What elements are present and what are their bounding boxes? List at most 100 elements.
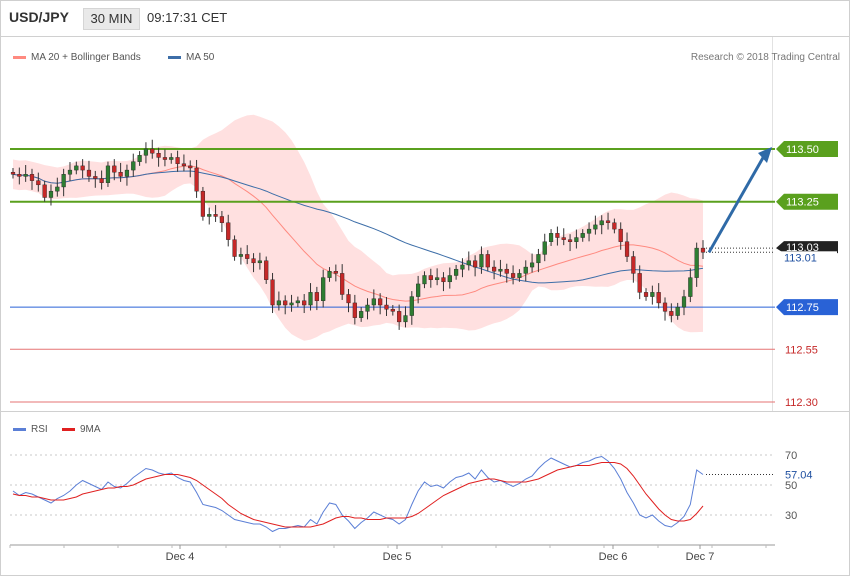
candle-body [55,186,60,192]
candle-body [264,260,269,280]
current-price-label: 113.03 [786,242,819,254]
level-tag-113-25 [776,193,838,210]
candle-body [150,148,155,154]
candle-body [580,233,585,238]
x-tick-label: Dec 6 [599,551,628,563]
candle-body [416,283,421,297]
candle-body [213,214,218,217]
candle-body [498,268,503,272]
candle-body [99,178,104,183]
candle-body [207,214,212,217]
candle-body [340,273,345,295]
candle-body [86,169,92,177]
candle-body [42,184,47,198]
candle-body [143,148,149,156]
candle-body [219,216,224,223]
candle-body [441,277,446,283]
timeframe-button[interactable]: 30 MIN [83,8,140,30]
rsi-ma-line [12,462,704,528]
clock-label: 09:17:31 CET [147,10,228,25]
candle-body [175,157,180,164]
candle-body [314,292,319,302]
candle-body [302,300,307,306]
candle-body [618,228,623,242]
candle-body [257,260,262,264]
candle-body [333,271,338,274]
bollinger-legend: MA 20 + Bollinger Bands [13,52,141,63]
candle-body [561,237,566,240]
candle-body [162,157,168,160]
candle-body [523,266,528,274]
candle-body [232,239,237,257]
level-tag-112-75 [776,299,838,316]
candle-body [365,304,370,312]
candle-body [251,258,256,264]
candle-body [346,294,351,304]
candle-body [473,260,478,268]
current-price-tag [776,241,838,254]
candle-body [308,292,313,306]
rsi-ma-legend-label: 9MA [80,424,101,435]
rsi-tick-50: 50 [785,480,797,492]
research-credit: Research © 2018 Trading Central [690,52,840,63]
candle-body [548,233,554,242]
candle-body [321,277,326,302]
candle-body [238,254,243,257]
last-price-bg [777,251,837,265]
candle-body [612,222,617,230]
candle-body [359,311,364,318]
candle-body [276,300,281,306]
candle-body [643,292,649,297]
candle-body [479,254,484,268]
candle-body [492,266,497,272]
candle-body [74,165,79,171]
ma50-legend: MA 50 [168,52,214,63]
level-label-112-55: 112.55 [785,344,818,356]
rsi-ma-legend: 9MA [62,424,101,435]
candle-body [631,256,636,274]
candle-body [378,298,383,306]
candle-body [409,296,414,316]
x-tick-label: Dec 7 [686,551,715,563]
price-axis-divider [772,37,773,411]
candle-body [460,264,465,270]
candle-body [390,309,395,312]
x-tick-label: Dec 4 [166,551,195,563]
candle-body [624,241,630,257]
candle-body [542,241,547,255]
candle-body [289,302,294,306]
candle-body [131,161,136,171]
panel-divider [0,411,850,412]
candle-body [529,262,535,268]
level-label-113-50: 113.50 [786,144,819,156]
candle-body [327,271,332,278]
candle-body [48,190,54,198]
candle-body [188,165,193,169]
candle-body [403,315,408,323]
candle-body [245,254,250,259]
candle-body [226,222,231,240]
candle-body [637,273,642,293]
candle-body [504,268,509,274]
candle-body [384,304,389,310]
candle-body [283,300,288,306]
candle-body [454,268,459,276]
candle-body [105,165,111,183]
candle-body [29,174,35,181]
candle-body [586,228,592,234]
header-divider [0,36,850,37]
rsi-line [12,455,704,533]
candle-body [270,279,275,306]
candle-body [181,163,187,167]
level-label-113-25: 113.25 [786,197,819,209]
rsi-tick-70: 70 [785,450,797,462]
candle-body [428,275,433,280]
bollinger-legend-label: MA 20 + Bollinger Bands [31,52,141,63]
last-price-label: 113.01 [784,252,817,264]
candle-body [118,171,123,177]
rsi-tick-30: 30 [785,510,797,522]
candle-body [397,311,402,323]
level-label-112-75: 112.75 [786,302,819,314]
symbol-label: USD/JPY [9,9,69,25]
